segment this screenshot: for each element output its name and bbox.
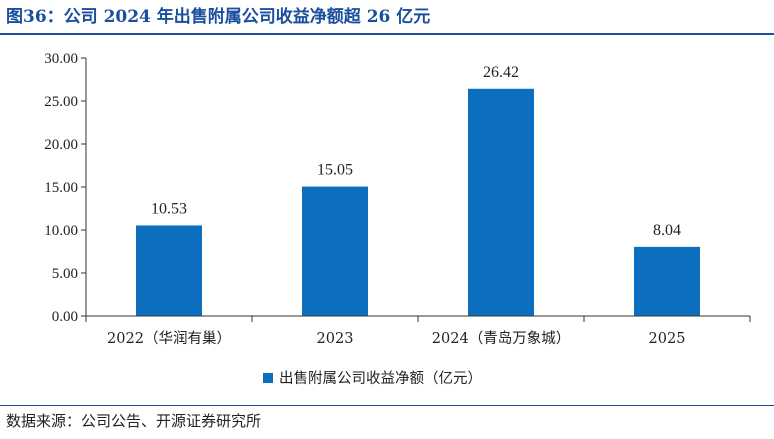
y-axis: 0.00 5.00 10.00 15.00 20.00 25.00 30.00 bbox=[44, 51, 87, 325]
y-tick-label: 20.00 bbox=[44, 137, 78, 153]
y-tick-label: 25.00 bbox=[44, 94, 78, 110]
footer-divider bbox=[0, 405, 774, 406]
data-label: 8.04 bbox=[653, 222, 681, 239]
source-note: 数据来源：公司公告、开源证券研究所 bbox=[6, 412, 262, 430]
bar bbox=[302, 186, 368, 316]
y-tick-label: 15.00 bbox=[44, 180, 78, 196]
legend-swatch bbox=[263, 373, 273, 383]
data-label: 15.05 bbox=[317, 162, 353, 179]
bar bbox=[136, 225, 202, 316]
data-label: 26.42 bbox=[483, 64, 519, 81]
y-tick-label: 0.00 bbox=[52, 309, 78, 325]
legend: 出售附属公司收益净额（亿元） bbox=[263, 370, 482, 387]
y-tick-label: 5.00 bbox=[52, 266, 78, 282]
figure-title: 图36：公司 2024 年出售附属公司收益净额超 26 亿元 bbox=[6, 7, 431, 27]
y-tick-label: 30.00 bbox=[44, 51, 78, 67]
data-label: 10.53 bbox=[151, 200, 187, 217]
bar bbox=[468, 88, 534, 316]
title-divider bbox=[0, 33, 774, 35]
x-tick-label: 2022（华润有巢） bbox=[107, 330, 231, 347]
bar bbox=[634, 246, 700, 316]
legend-label: 出售附属公司收益净额（亿元） bbox=[279, 370, 482, 387]
y-tick-label: 10.00 bbox=[44, 223, 78, 239]
x-axis: 2022（华润有巢） 2023 2024（青岛万象城） 2025 bbox=[85, 315, 751, 347]
x-tick-label: 2025 bbox=[649, 331, 686, 347]
x-tick-label: 2024（青岛万象城） bbox=[432, 330, 570, 347]
bars: 10.53 15.05 26.42 8.04 bbox=[136, 64, 700, 316]
x-tick-label: 2023 bbox=[317, 331, 354, 347]
